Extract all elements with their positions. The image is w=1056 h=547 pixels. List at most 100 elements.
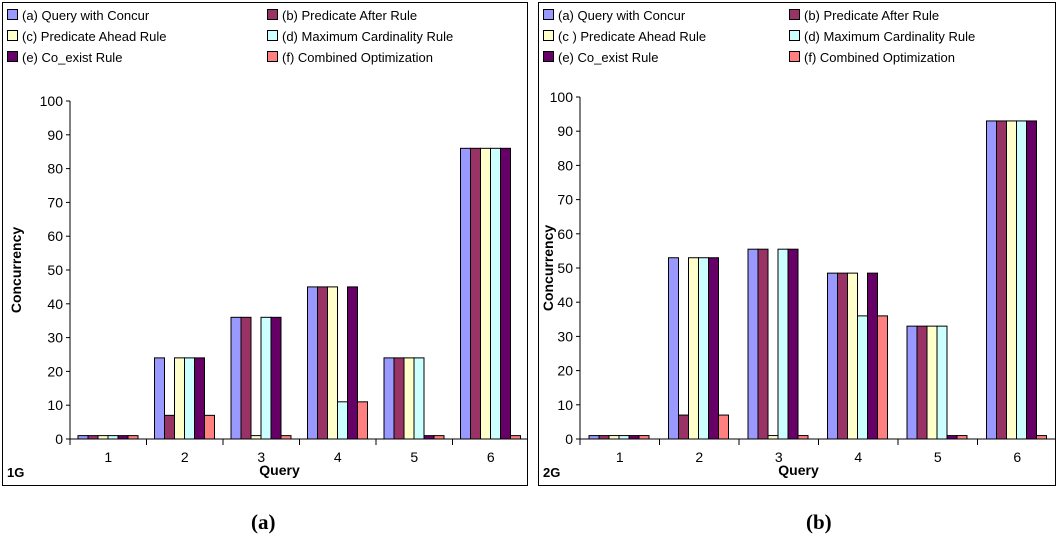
legend-item: (d) Maximum Cardinality Rule (267, 26, 453, 47)
legend-swatch (7, 30, 18, 41)
legend-swatch (543, 30, 554, 41)
bar-b-predicate-after-rule-q1 (87, 435, 99, 440)
y-tick-label: 0 (55, 431, 63, 447)
y-tick-label: 40 (47, 296, 63, 312)
bar-a-query-with-concur-q1 (588, 435, 600, 440)
y-tick-label: 60 (47, 228, 63, 244)
legend-item: (d) Maximum Cardinality Rule (789, 26, 975, 47)
x-tick-label: 2 (181, 449, 189, 465)
bar-e-co-exist-rule-q3 (270, 316, 282, 440)
bar-f-combined-optimization-q4 (877, 315, 888, 440)
bar-c-predicate-ahead-rule-q6 (480, 147, 491, 440)
bar-e-co-exist-rule-q4 (347, 286, 358, 440)
bar-a-query-with-concur-q5 (906, 325, 918, 440)
bar-a-query-with-concur-q2 (668, 257, 679, 440)
y-tick-label: 100 (550, 89, 574, 105)
bar-d-maximum-cardinality-rule-q6 (490, 147, 501, 440)
legend-item: (b) Predicate After Rule (789, 5, 939, 26)
bar-f-combined-optimization-q5 (433, 435, 445, 440)
bar-c-predicate-ahead-rule-q4 (847, 272, 858, 440)
bar-b-predicate-after-rule-q5 (393, 357, 405, 440)
bar-f-combined-optimization-q5 (956, 435, 968, 440)
x-tick-label: 6 (1013, 449, 1021, 465)
bar-f-combined-optimization-q2 (204, 414, 215, 440)
x-tick-label: 4 (854, 449, 862, 465)
bar-b-predicate-after-rule-q3 (757, 248, 769, 440)
legend-label: (a) Query with Concur (558, 8, 686, 23)
y-tick-label: 90 (557, 123, 573, 139)
bar-chart: 0 10 20 30 40 50 60 70 80 90 100 1 2 3 4 5 6 Query Concurr… (7, 93, 527, 480)
bar-e-co-exist-rule-q6 (1026, 120, 1037, 440)
bar-d-maximum-cardinality-rule-q5 (413, 357, 425, 440)
panel-tag: 2G (543, 465, 560, 480)
bar-b-predicate-after-rule-q5 (916, 325, 928, 440)
legend-label: (e) Co_exist Rule (22, 50, 123, 65)
bar-e-co-exist-rule-q3 (787, 248, 799, 440)
legend-swatch (789, 51, 800, 62)
bar-c-predicate-ahead-rule-q4 (327, 286, 338, 440)
legend-item: (f) Combined Optimization (789, 47, 955, 68)
bar-a-query-with-concur-q6 (460, 147, 471, 440)
bar-b-predicate-after-rule-q2 (164, 414, 175, 440)
x-tick-label: 6 (487, 449, 495, 465)
legend-swatch (543, 51, 554, 62)
legend-label: (c) Predicate Ahead Rule (22, 29, 167, 44)
x-tick-label: 3 (775, 449, 783, 465)
bar-f-combined-optimization-q6 (510, 435, 521, 440)
caption-b: (b) (806, 510, 832, 534)
bar-a-query-with-concur-q6 (986, 120, 997, 440)
legend-swatch (267, 30, 278, 41)
x-axis-title: Query (259, 462, 300, 478)
chart-panel-1g: (a) Query with Concur (b) Predicate After… (2, 2, 528, 486)
bar-a-query-with-concur-q4 (307, 286, 318, 440)
y-axis-title: Concurrency (8, 227, 24, 314)
x-tick-label: 3 (257, 449, 265, 465)
legend-item: (c ) Predicate Ahead Rule (543, 26, 706, 47)
bar-chart: 0 10 20 30 40 50 60 70 80 90 100 1 2 3 4 5 6 Query Concurr… (540, 89, 1055, 480)
legend-swatch (267, 9, 278, 20)
bar-a-query-with-concur-q3 (747, 248, 759, 440)
bar-f-combined-optimization-q3 (797, 435, 809, 440)
bar-b-predicate-after-rule-q6 (996, 120, 1007, 440)
y-tick-label: 10 (47, 397, 63, 413)
y-tick-label: 30 (557, 328, 573, 344)
bar-a-query-with-concur-q1 (77, 435, 89, 440)
bar-c-predicate-ahead-rule-q3 (250, 435, 262, 440)
bar-a-query-with-concur-q2 (154, 357, 165, 440)
bar-c-predicate-ahead-rule-q1 (608, 435, 620, 440)
bar-d-maximum-cardinality-rule-q4 (337, 401, 348, 440)
bar-e-co-exist-rule-q2 (708, 257, 719, 440)
legend-label: (e) Co_exist Rule (558, 50, 659, 65)
bar-f-combined-optimization-q4 (357, 401, 368, 440)
x-tick-label: 2 (695, 449, 703, 465)
y-tick-label: 80 (557, 157, 573, 173)
legend-label: (a) Query with Concur (22, 8, 150, 23)
y-tick-label: 20 (47, 363, 63, 379)
bar-f-combined-optimization-q1 (638, 435, 650, 440)
legend-swatch (543, 9, 554, 20)
legend-swatch (789, 9, 800, 20)
y-tick-label: 70 (557, 192, 573, 208)
bar-b-predicate-after-rule-q1 (598, 435, 610, 440)
bar-b-predicate-after-rule-q6 (470, 147, 481, 440)
legend-item: (e) Co_exist Rule (7, 47, 122, 68)
bar-e-co-exist-rule-q5 (423, 435, 435, 440)
legend-swatch (267, 51, 278, 62)
bar-c-predicate-ahead-rule-q1 (97, 435, 109, 440)
legend-label: (f) Combined Optimization (804, 50, 955, 65)
y-tick-label: 0 (565, 431, 573, 447)
legend-item: (a) Query with Concur (543, 5, 685, 26)
bar-f-combined-optimization-q1 (127, 435, 139, 440)
bar-a-query-with-concur-q4 (827, 272, 838, 440)
legend-item: (c) Predicate Ahead Rule (7, 26, 167, 47)
bar-c-predicate-ahead-rule-q5 (926, 325, 938, 440)
x-tick-label: 1 (104, 449, 112, 465)
caption-a: (a) (251, 510, 276, 534)
x-tick-label: 4 (334, 449, 342, 465)
chart-panel-2g: (a) Query with Concur (b) Predicate After… (538, 2, 1056, 486)
bar-d-maximum-cardinality-rule-q5 (936, 325, 948, 440)
y-tick-label: 50 (47, 262, 63, 278)
bar-d-maximum-cardinality-rule-q1 (618, 435, 630, 440)
bar-f-combined-optimization-q3 (280, 435, 292, 440)
bar-e-co-exist-rule-q6 (500, 147, 511, 440)
